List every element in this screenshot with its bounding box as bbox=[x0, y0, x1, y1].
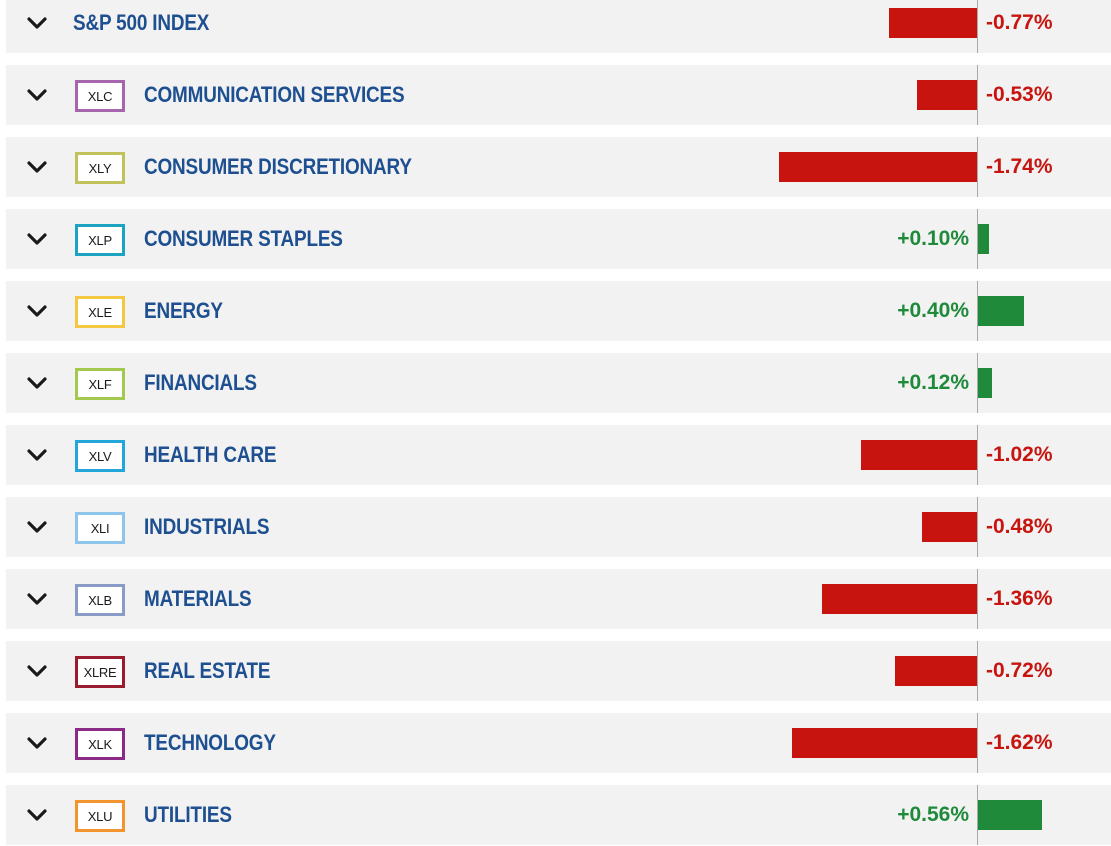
change-bar bbox=[978, 368, 992, 398]
change-bar bbox=[861, 440, 977, 470]
ticker-badge: XLI bbox=[75, 512, 125, 544]
change-bar bbox=[889, 8, 977, 38]
zero-axis-line bbox=[977, 0, 978, 53]
change-percent: -1.36% bbox=[986, 587, 1053, 610]
expand-toggle-button[interactable] bbox=[18, 4, 56, 42]
sector-row-industrials[interactable]: XLI INDUSTRIALS -0.48% bbox=[6, 497, 1111, 557]
expand-toggle-button[interactable] bbox=[18, 580, 56, 618]
change-bar bbox=[822, 584, 977, 614]
sector-row-energy[interactable]: XLE ENERGY +0.40% bbox=[6, 281, 1111, 341]
chevron-down-icon bbox=[27, 737, 47, 749]
change-bar bbox=[978, 800, 1042, 830]
change-bar bbox=[895, 656, 977, 686]
sector-row-real-estate[interactable]: XLRE REAL ESTATE -0.72% bbox=[6, 641, 1111, 701]
sector-name[interactable]: CONSUMER STAPLES bbox=[144, 226, 343, 251]
sector-name[interactable]: CONSUMER DISCRETIONARY bbox=[144, 154, 412, 179]
ticker-badge: XLF bbox=[75, 368, 125, 400]
chevron-down-icon bbox=[27, 233, 47, 245]
change-bar bbox=[922, 512, 977, 542]
change-percent: +0.40% bbox=[897, 299, 969, 322]
expand-toggle-button[interactable] bbox=[18, 724, 56, 762]
zero-axis-line bbox=[977, 281, 978, 341]
change-percent: -1.62% bbox=[986, 731, 1053, 754]
expand-toggle-button[interactable] bbox=[18, 148, 56, 186]
change-percent: +0.10% bbox=[897, 227, 969, 250]
change-percent: -0.72% bbox=[986, 659, 1053, 682]
sector-name[interactable]: TECHNOLOGY bbox=[144, 730, 276, 755]
chevron-down-icon bbox=[27, 665, 47, 677]
sector-row-communication-services[interactable]: XLC COMMUNICATION SERVICES -0.53% bbox=[6, 65, 1111, 125]
expand-toggle-button[interactable] bbox=[18, 220, 56, 258]
change-percent: +0.12% bbox=[897, 371, 969, 394]
index-row-sp500[interactable]: S&P 500 INDEX -0.77% bbox=[6, 0, 1111, 53]
change-bar bbox=[917, 80, 977, 110]
expand-toggle-button[interactable] bbox=[18, 364, 56, 402]
ticker-badge: XLE bbox=[75, 296, 125, 328]
change-bar bbox=[779, 152, 977, 182]
expand-toggle-button[interactable] bbox=[18, 652, 56, 690]
sector-name[interactable]: HEALTH CARE bbox=[144, 442, 277, 467]
chevron-down-icon bbox=[27, 449, 47, 461]
sector-name[interactable]: UTILITIES bbox=[144, 802, 232, 827]
sector-name[interactable]: INDUSTRIALS bbox=[144, 514, 270, 539]
zero-axis-line bbox=[977, 425, 978, 485]
zero-axis-line bbox=[977, 209, 978, 269]
sector-name[interactable]: ENERGY bbox=[144, 298, 223, 323]
ticker-badge: XLK bbox=[75, 728, 125, 760]
sector-name[interactable]: MATERIALS bbox=[144, 586, 252, 611]
expand-toggle-button[interactable] bbox=[18, 292, 56, 330]
chevron-down-icon bbox=[27, 161, 47, 173]
sector-row-financials[interactable]: XLF FINANCIALS +0.12% bbox=[6, 353, 1111, 413]
change-percent: -0.53% bbox=[986, 83, 1053, 106]
chevron-down-icon bbox=[27, 809, 47, 821]
ticker-badge: XLRE bbox=[75, 656, 125, 688]
chevron-down-icon bbox=[27, 521, 47, 533]
sector-row-technology[interactable]: XLK TECHNOLOGY -1.62% bbox=[6, 713, 1111, 773]
chevron-down-icon bbox=[27, 89, 47, 101]
sector-row-utilities[interactable]: XLU UTILITIES +0.56% bbox=[6, 785, 1111, 845]
zero-axis-line bbox=[977, 497, 978, 557]
zero-axis-line bbox=[977, 569, 978, 629]
change-percent: -0.48% bbox=[986, 515, 1053, 538]
change-percent: -0.77% bbox=[986, 11, 1053, 34]
ticker-badge: XLU bbox=[75, 800, 125, 832]
change-bar bbox=[792, 728, 977, 758]
sector-row-consumer-staples[interactable]: XLP CONSUMER STAPLES +0.10% bbox=[6, 209, 1111, 269]
chevron-down-icon bbox=[27, 593, 47, 605]
chevron-down-icon bbox=[27, 305, 47, 317]
index-name[interactable]: S&P 500 INDEX bbox=[73, 10, 210, 35]
zero-axis-line bbox=[977, 137, 978, 197]
ticker-badge: XLP bbox=[75, 224, 125, 256]
change-bar bbox=[978, 224, 989, 254]
change-percent: -1.02% bbox=[986, 443, 1053, 466]
sector-name[interactable]: COMMUNICATION SERVICES bbox=[144, 82, 405, 107]
expand-toggle-button[interactable] bbox=[18, 436, 56, 474]
expand-toggle-button[interactable] bbox=[18, 76, 56, 114]
change-percent: -1.74% bbox=[986, 155, 1053, 178]
chevron-down-icon bbox=[27, 377, 47, 389]
expand-toggle-button[interactable] bbox=[18, 796, 56, 834]
zero-axis-line bbox=[977, 353, 978, 413]
sector-row-consumer-discretionary[interactable]: XLY CONSUMER DISCRETIONARY -1.74% bbox=[6, 137, 1111, 197]
expand-toggle-button[interactable] bbox=[18, 508, 56, 546]
chevron-down-icon bbox=[27, 17, 47, 29]
ticker-badge: XLC bbox=[75, 80, 125, 112]
change-percent: +0.56% bbox=[897, 803, 969, 826]
zero-axis-line bbox=[977, 65, 978, 125]
sector-row-health-care[interactable]: XLV HEALTH CARE -1.02% bbox=[6, 425, 1111, 485]
zero-axis-line bbox=[977, 641, 978, 701]
zero-axis-line bbox=[977, 713, 978, 773]
ticker-badge: XLB bbox=[75, 584, 125, 616]
ticker-badge: XLV bbox=[75, 440, 125, 472]
sector-row-materials[interactable]: XLB MATERIALS -1.36% bbox=[6, 569, 1111, 629]
ticker-badge: XLY bbox=[75, 152, 125, 184]
sector-name[interactable]: REAL ESTATE bbox=[144, 658, 271, 683]
sector-name[interactable]: FINANCIALS bbox=[144, 370, 257, 395]
zero-axis-line bbox=[977, 785, 978, 845]
change-bar bbox=[978, 296, 1024, 326]
